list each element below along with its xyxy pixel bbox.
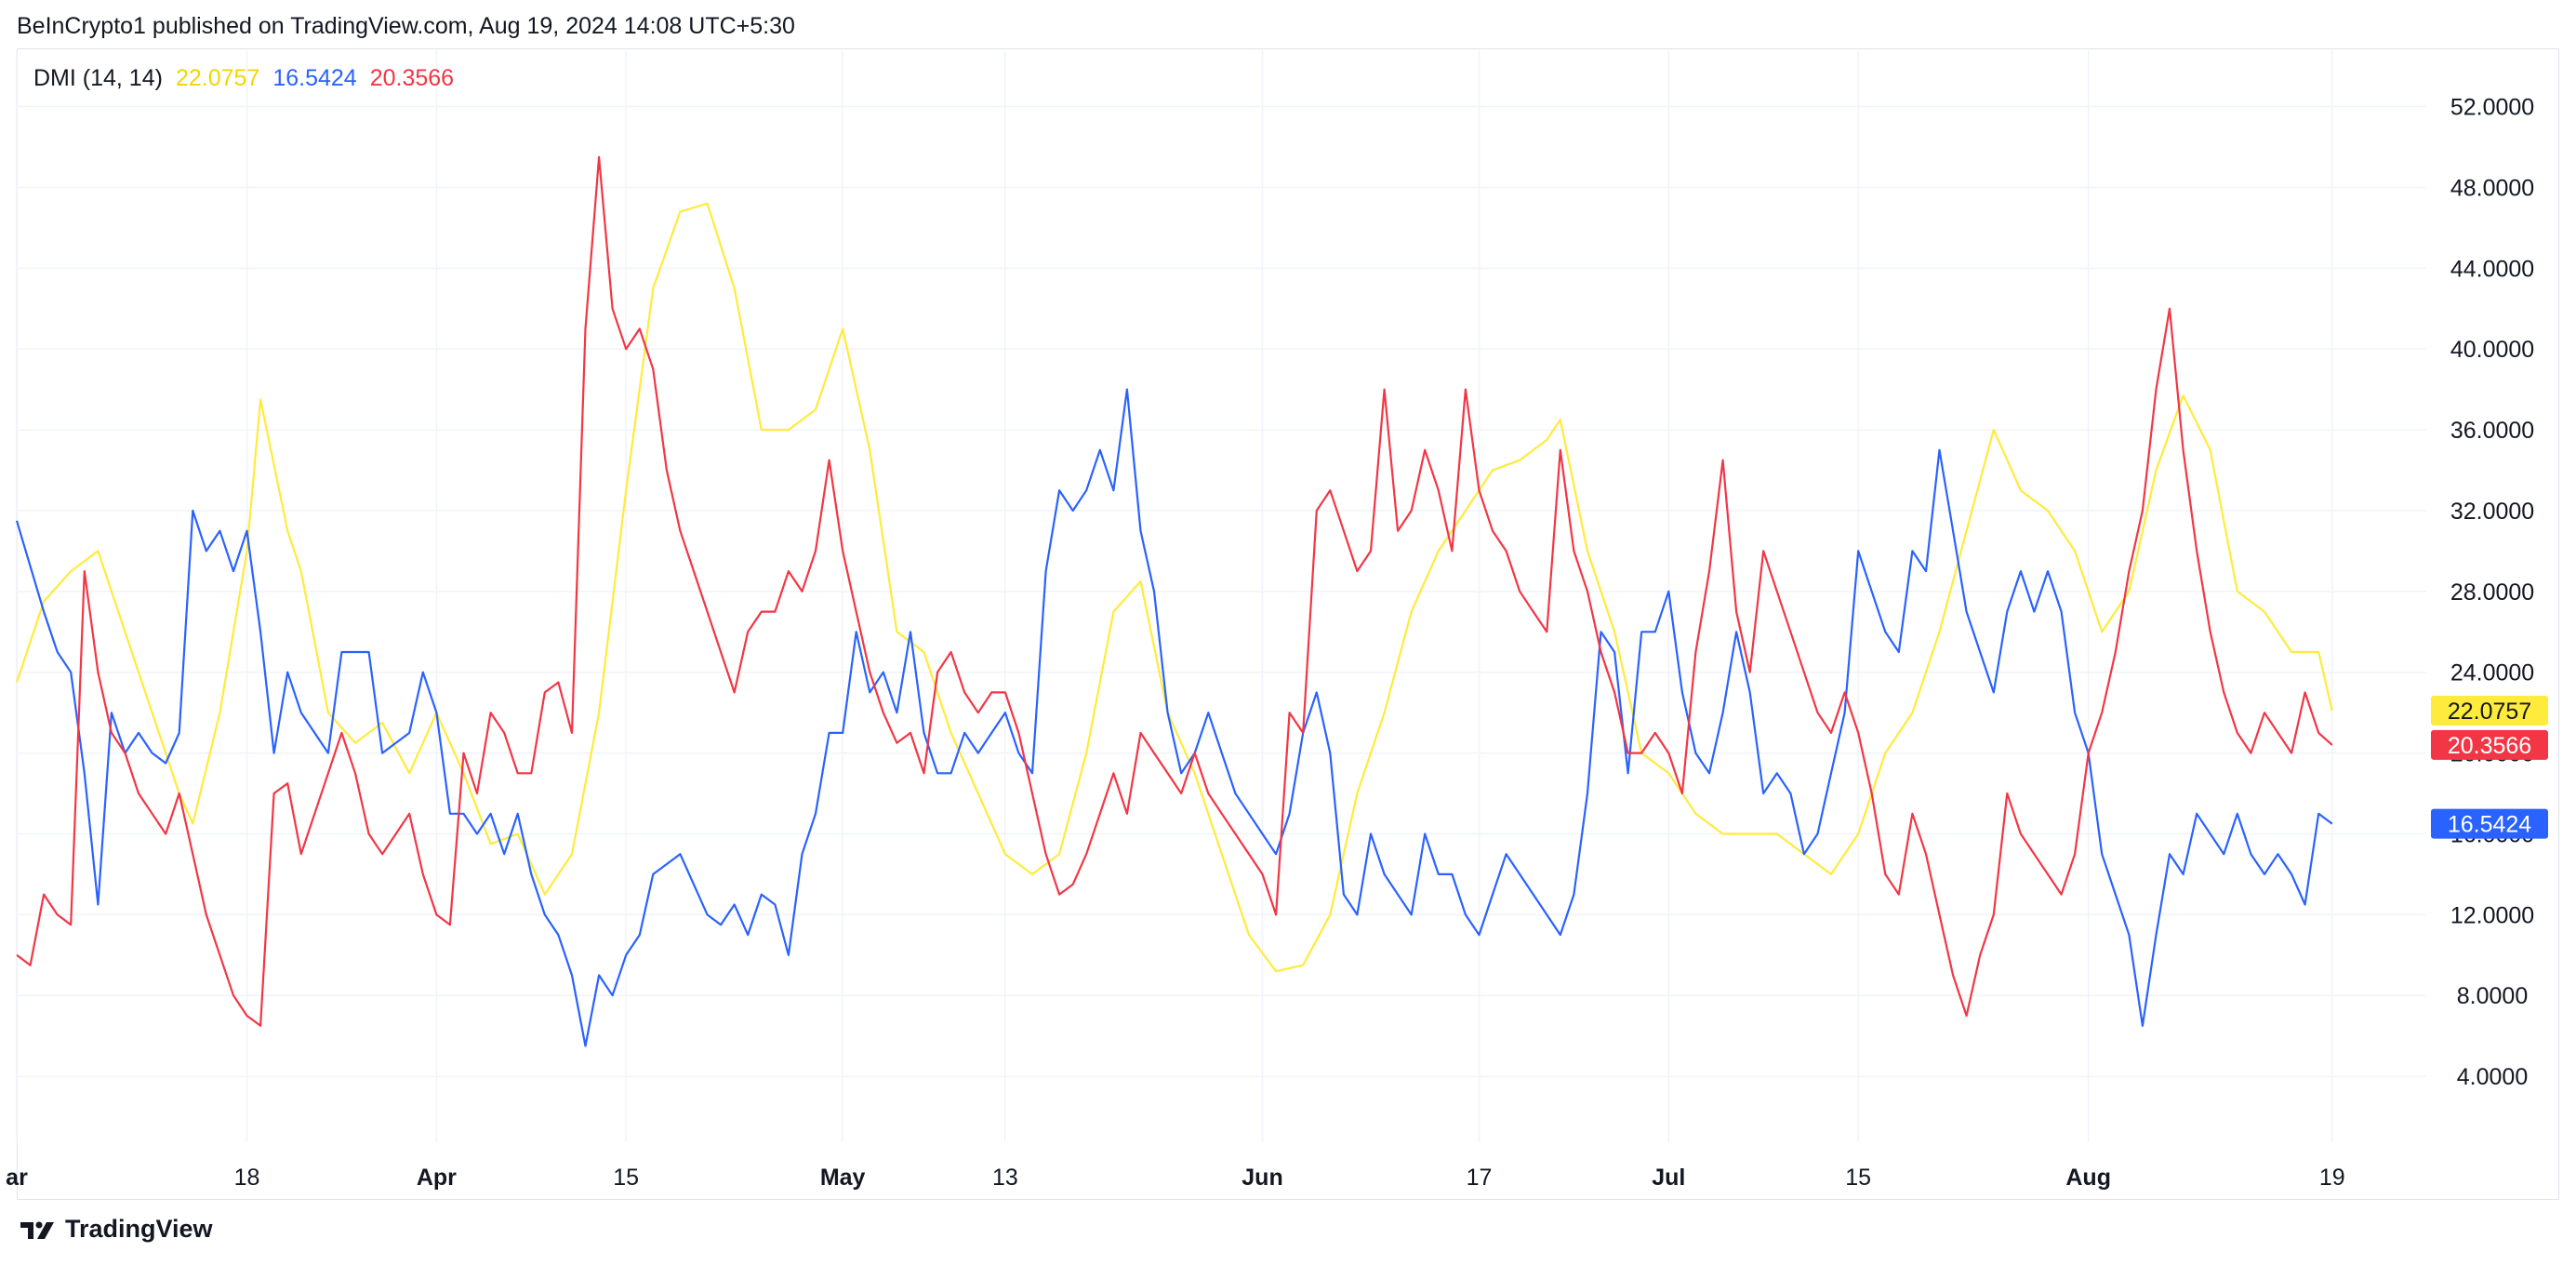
badge-background: [2431, 729, 2548, 760]
y-tick-label: 4.0000: [2457, 1064, 2528, 1090]
x-tick-label: 15: [1845, 1165, 1871, 1191]
brand-name: TradingView: [65, 1215, 213, 1243]
series-line-plus-di: [15, 388, 2333, 1047]
series-line-adx: [15, 202, 2333, 973]
series-lines: [15, 155, 2333, 1047]
tradingview-brand[interactable]: TradingView: [19, 1215, 213, 1244]
badge-value: 16.5424: [2448, 812, 2531, 838]
badge-value: 22.0757: [2448, 699, 2531, 725]
x-tick-label: 13: [992, 1165, 1018, 1191]
grid-lines: [16, 50, 2426, 1142]
y-tick-label: 8.0000: [2457, 983, 2528, 1009]
x-tick-label: 19: [2319, 1165, 2345, 1191]
badge-di: 20.3566: [2431, 729, 2548, 760]
y-tick-label: 40.0000: [2450, 337, 2534, 363]
y-tick-label: 52.0000: [2450, 95, 2534, 121]
y-tick-label: 36.0000: [2450, 418, 2534, 444]
publication-header: BeInCrypto1 published on TradingView.com…: [17, 13, 795, 39]
badge-background: [2431, 808, 2548, 839]
x-tick-label: 15: [613, 1165, 639, 1191]
x-tick-label: Jul: [1652, 1165, 1685, 1191]
badge-value: 20.3566: [2448, 733, 2531, 759]
x-tick-label: Aug: [2065, 1165, 2111, 1191]
tradingview-logo-icon: [20, 1221, 54, 1239]
legend-adx-value: 22.0757: [175, 65, 260, 91]
last-value-badges: 22.0757 16.5424 20.3566: [2431, 695, 2548, 839]
legend-indicator-name: DMI (14, 14): [33, 65, 163, 91]
y-tick-label: 24.0000: [2450, 660, 2534, 686]
x-tick-label: 18: [234, 1165, 260, 1191]
y-tick-label: 32.0000: [2450, 499, 2534, 525]
y-tick-label: 48.0000: [2450, 175, 2534, 201]
y-axis[interactable]: 4.00008.000012.000016.000020.000024.0000…: [2450, 95, 2534, 1091]
y-tick-label: 44.0000: [2450, 256, 2534, 282]
legend-plus-di-value: 16.5424: [272, 65, 357, 91]
x-tick-label: Apr: [417, 1165, 457, 1191]
badge-plusdi: 16.5424: [2431, 808, 2548, 839]
x-tick-label: 17: [1467, 1165, 1493, 1191]
legend-minus-di-value: 20.3566: [369, 65, 455, 91]
series-line-minus-di: [16, 155, 2333, 1027]
y-tick-label: 12.0000: [2450, 902, 2534, 928]
x-tick-label: May: [820, 1165, 866, 1191]
x-tick-label: Jun: [1242, 1165, 1282, 1191]
badge-adx: 22.0757: [2431, 695, 2548, 726]
x-axis[interactable]: ar 18 Apr 15 May 13 Jun 17 Jul 15 Aug 19: [6, 1165, 2344, 1191]
x-tick-label: ar: [6, 1165, 28, 1191]
badge-background: [2431, 695, 2548, 726]
y-tick-label: 28.0000: [2450, 579, 2534, 606]
indicator-legend[interactable]: DMI (14, 14) 22.0757 16.5424 20.3566: [33, 65, 454, 92]
